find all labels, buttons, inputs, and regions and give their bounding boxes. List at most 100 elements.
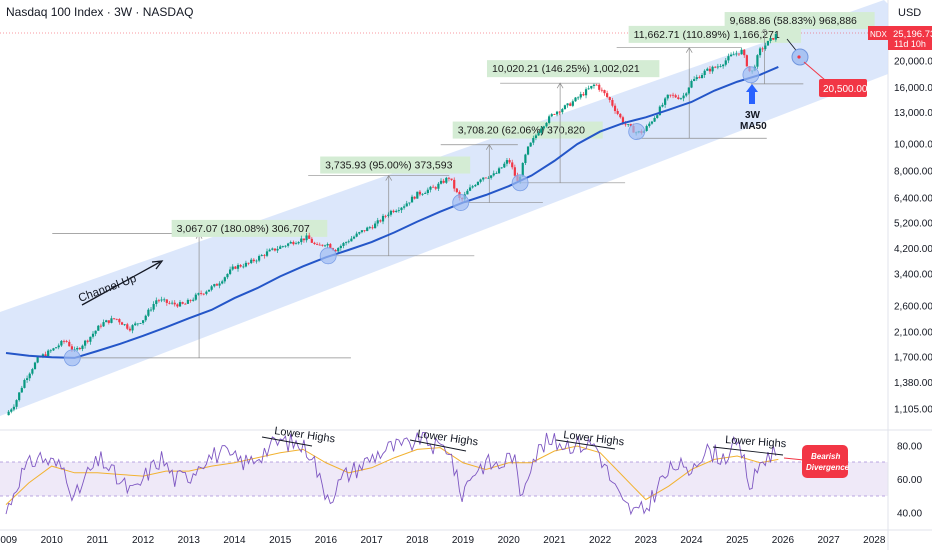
candle-body	[513, 167, 516, 176]
price-tag-countdown: 11d 10h	[894, 39, 926, 49]
candle-body	[439, 180, 443, 184]
candle-body	[482, 177, 485, 180]
candle-body	[358, 232, 361, 234]
candle-body	[165, 299, 168, 303]
candle-body	[479, 179, 482, 182]
candle-body	[255, 260, 258, 262]
price-tick-label: 8,000.00	[894, 166, 932, 177]
candle-body	[648, 123, 651, 127]
channel-arrow-line	[81, 261, 161, 306]
candle-body	[521, 162, 524, 177]
candle-body	[89, 336, 92, 342]
candle-body	[218, 283, 221, 286]
bearish-label-line2: Divergence	[806, 463, 850, 472]
candle-body	[181, 302, 184, 304]
candle-body	[36, 356, 39, 363]
candle-body	[590, 85, 593, 89]
candle-body	[281, 246, 284, 247]
target-dot	[797, 55, 801, 59]
measure-label-box	[486, 60, 660, 78]
candle-body	[450, 178, 453, 180]
candle-body	[10, 409, 13, 412]
candle-body	[577, 97, 580, 99]
candle-body	[173, 302, 176, 305]
candle-body	[18, 392, 21, 401]
candle-body	[345, 242, 348, 244]
candle-body	[305, 235, 308, 241]
candle-body	[33, 362, 37, 370]
candle-body	[666, 94, 669, 99]
time-tick-label: 2028	[863, 535, 886, 546]
candle-body	[524, 154, 527, 163]
candle-body	[200, 293, 203, 294]
time-tick-label: 2009	[0, 535, 18, 546]
candle-body	[389, 210, 393, 215]
candle-body	[703, 70, 706, 75]
price-tick-label: 1,700.00	[894, 353, 932, 364]
candle-body	[155, 300, 158, 304]
candle-body	[445, 177, 448, 183]
candle-body	[511, 162, 514, 168]
candle-body	[131, 325, 134, 331]
candle-body	[128, 328, 132, 331]
candle-body	[669, 94, 672, 96]
candle-body	[242, 266, 245, 268]
candle-body	[408, 202, 411, 204]
candle-body	[107, 320, 110, 323]
candle-body	[468, 187, 472, 191]
candle-body	[207, 289, 211, 292]
candle-body	[258, 256, 261, 261]
measure-arrow-icon	[685, 47, 693, 53]
candle-body	[587, 88, 590, 90]
candle-body	[334, 249, 337, 252]
candle-body	[616, 111, 619, 114]
ma-layer	[5, 66, 779, 359]
candle-body	[381, 215, 385, 222]
target-badge	[819, 79, 867, 97]
lower-highs-line-2	[409, 439, 467, 452]
measure-label: 3,708.20 (62.06%) 370,820	[458, 125, 585, 137]
candle-body	[229, 269, 232, 274]
candle-body	[653, 117, 656, 122]
candle-body	[571, 101, 574, 106]
candle-body	[287, 243, 290, 246]
candle-body	[118, 319, 121, 323]
rsi-tick-label: 60.00	[897, 475, 922, 486]
candle-body	[735, 53, 738, 55]
candle-body	[624, 123, 627, 125]
candle-body	[476, 181, 480, 186]
candle-body	[247, 262, 250, 264]
time-tick-label: 2011	[87, 535, 109, 546]
candle-body	[566, 103, 569, 106]
candle-body	[434, 187, 437, 189]
candle-body	[745, 55, 748, 67]
ma-label-line2: MA50	[740, 121, 767, 132]
candle-body	[197, 293, 200, 295]
candle-body	[363, 230, 366, 232]
candle-body	[360, 230, 364, 233]
candle-body	[724, 60, 727, 65]
price-tag[interactable]: NDX 25,196.73 11d 10h	[868, 26, 932, 50]
candle-body	[447, 177, 451, 179]
candle-body	[81, 345, 84, 350]
candle-body	[671, 94, 675, 96]
price-tick-label: 1,380.00	[894, 378, 932, 389]
candle-body	[184, 303, 187, 305]
candle-body	[600, 89, 603, 91]
candle-body	[650, 121, 654, 124]
candle-body	[714, 66, 717, 68]
candle-body	[569, 103, 572, 106]
candle-body	[297, 242, 300, 244]
candle-body	[20, 387, 23, 393]
support-circle	[452, 194, 470, 211]
time-tick-label: 2020	[498, 535, 521, 546]
candle-body	[487, 177, 490, 179]
candle-body	[766, 40, 770, 46]
candle-body	[555, 111, 559, 115]
measure-label: 3,735.93 (95.00%) 373,593	[325, 160, 452, 172]
lower-highs-label-1: Lower Highs	[274, 425, 337, 445]
candle-body	[60, 340, 63, 346]
candle-body	[400, 207, 403, 211]
candle-body	[492, 173, 495, 176]
